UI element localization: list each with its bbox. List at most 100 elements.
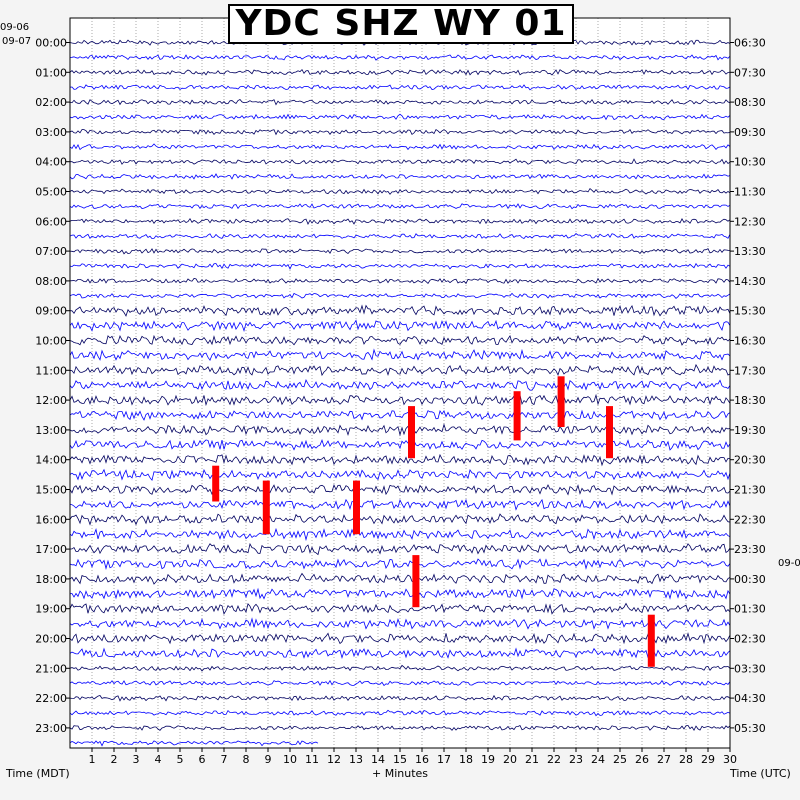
trace-line (69, 173, 731, 180)
right-hour-label: 05:30 (734, 722, 766, 735)
right-axis-title: Time (UTC) (730, 767, 791, 780)
trace-line (69, 348, 731, 362)
trace-line (69, 54, 731, 61)
right-hour-label: 20:30 (734, 454, 766, 467)
clipped-event-marker (212, 465, 220, 502)
x-tick-label: 6 (199, 753, 206, 766)
trace-line (69, 319, 731, 332)
x-tick-label: 3 (133, 753, 140, 766)
trace-line (69, 262, 731, 270)
trace-line (69, 113, 731, 121)
left-hour-label: 00:00 (35, 37, 67, 50)
trace-line (69, 334, 731, 346)
left-hour-label: 03:00 (35, 126, 67, 139)
trace-line (69, 527, 731, 542)
x-tick-label: 17 (437, 753, 451, 766)
next-date-label: 09-07 (2, 36, 32, 47)
right-hour-label: 03:30 (734, 662, 766, 675)
right-hour-label: 11:30 (734, 186, 766, 199)
left-hour-label: 09:00 (35, 305, 67, 318)
trace-line (69, 587, 731, 600)
left-hour-label: 10:00 (35, 335, 67, 348)
trace-line (69, 694, 731, 702)
trace-line (69, 483, 731, 496)
trace-line (69, 409, 731, 421)
right-hour-label: 07:30 (734, 66, 766, 79)
left-hour-label: 12:00 (35, 394, 67, 407)
right-hour-label: 19:30 (734, 424, 766, 437)
trace-line (69, 379, 731, 392)
clipped-event-marker (412, 555, 420, 608)
trace-line (69, 98, 731, 106)
x-tick-label: 11 (305, 753, 319, 766)
right-hour-label: 00:30 (734, 573, 766, 586)
utc-date-label: 09-0 (778, 558, 800, 569)
x-tick-label: 8 (243, 753, 250, 766)
x-tick-label: 12 (327, 753, 341, 766)
left-hour-label: 08:00 (35, 275, 67, 288)
x-tick-label: 1 (89, 753, 96, 766)
clipped-event-marker (262, 480, 270, 535)
trace-line (69, 602, 731, 615)
clipped-events (212, 376, 655, 667)
x-tick-label: 26 (635, 753, 649, 766)
x-tick-label: 5 (177, 753, 184, 766)
x-tick-label: 19 (481, 753, 495, 766)
x-tick-label: 2 (111, 753, 118, 766)
trace-line (69, 647, 731, 659)
minute-grid (70, 18, 730, 748)
trace-line (69, 709, 731, 717)
x-tick-label: 21 (525, 753, 539, 766)
x-tick-label: 24 (591, 753, 605, 766)
right-hour-label: 16:30 (734, 335, 766, 348)
x-tick-label: 20 (503, 753, 517, 766)
trace-line (69, 292, 731, 299)
trace-line (69, 68, 731, 76)
trace-line (69, 513, 731, 526)
trace-line (69, 248, 731, 255)
x-tick-label: 25 (613, 753, 627, 766)
plot-background (70, 18, 730, 748)
start-date-label: 09-06 (0, 22, 30, 33)
chart-title-box: YDC SHZ WY 01 (228, 4, 574, 44)
trace-line (69, 439, 731, 451)
right-hour-label: 22:30 (734, 513, 766, 526)
trace-line (69, 393, 731, 407)
right-hour-label: 21:30 (734, 484, 766, 497)
x-axis-title: + Minutes (372, 767, 429, 780)
x-tick-label: 27 (657, 753, 671, 766)
trace-line (69, 664, 731, 672)
x-tick-label: 16 (415, 753, 429, 766)
x-tick-label: 28 (679, 753, 693, 766)
right-hour-label: 10:30 (734, 156, 766, 169)
right-hour-label: 02:30 (734, 633, 766, 646)
x-tick-label: 30 (723, 753, 737, 766)
trace-line (69, 542, 731, 556)
left-hour-label: 05:00 (35, 186, 67, 199)
x-tick-label: 13 (349, 753, 363, 766)
trace-line (69, 468, 731, 481)
left-hour-label: 04:00 (35, 156, 67, 169)
trace-line (69, 304, 731, 317)
clipped-event-marker (647, 614, 655, 667)
x-tick-label: 4 (155, 753, 162, 766)
x-tick-label: 15 (393, 753, 407, 766)
x-tick-label: 23 (569, 753, 583, 766)
clipped-event-marker (557, 376, 565, 427)
left-hour-label: 13:00 (35, 424, 67, 437)
left-hour-label: 07:00 (35, 245, 67, 258)
left-hour-label: 15:00 (35, 484, 67, 497)
trace-line (69, 724, 731, 732)
left-hour-label: 21:00 (35, 662, 67, 675)
trace-line (69, 740, 319, 747)
left-hour-label: 17:00 (35, 543, 67, 556)
right-hour-label: 23:30 (734, 543, 766, 556)
clipped-event-marker (606, 406, 613, 459)
right-hour-label: 18:30 (734, 394, 766, 407)
x-tick-label: 18 (459, 753, 473, 766)
left-hour-label: 19:00 (35, 603, 67, 616)
left-hour-label: 14:00 (35, 454, 67, 467)
right-hour-label: 06:30 (734, 37, 766, 50)
clipped-event-marker (513, 391, 521, 441)
trace-line (69, 128, 731, 136)
